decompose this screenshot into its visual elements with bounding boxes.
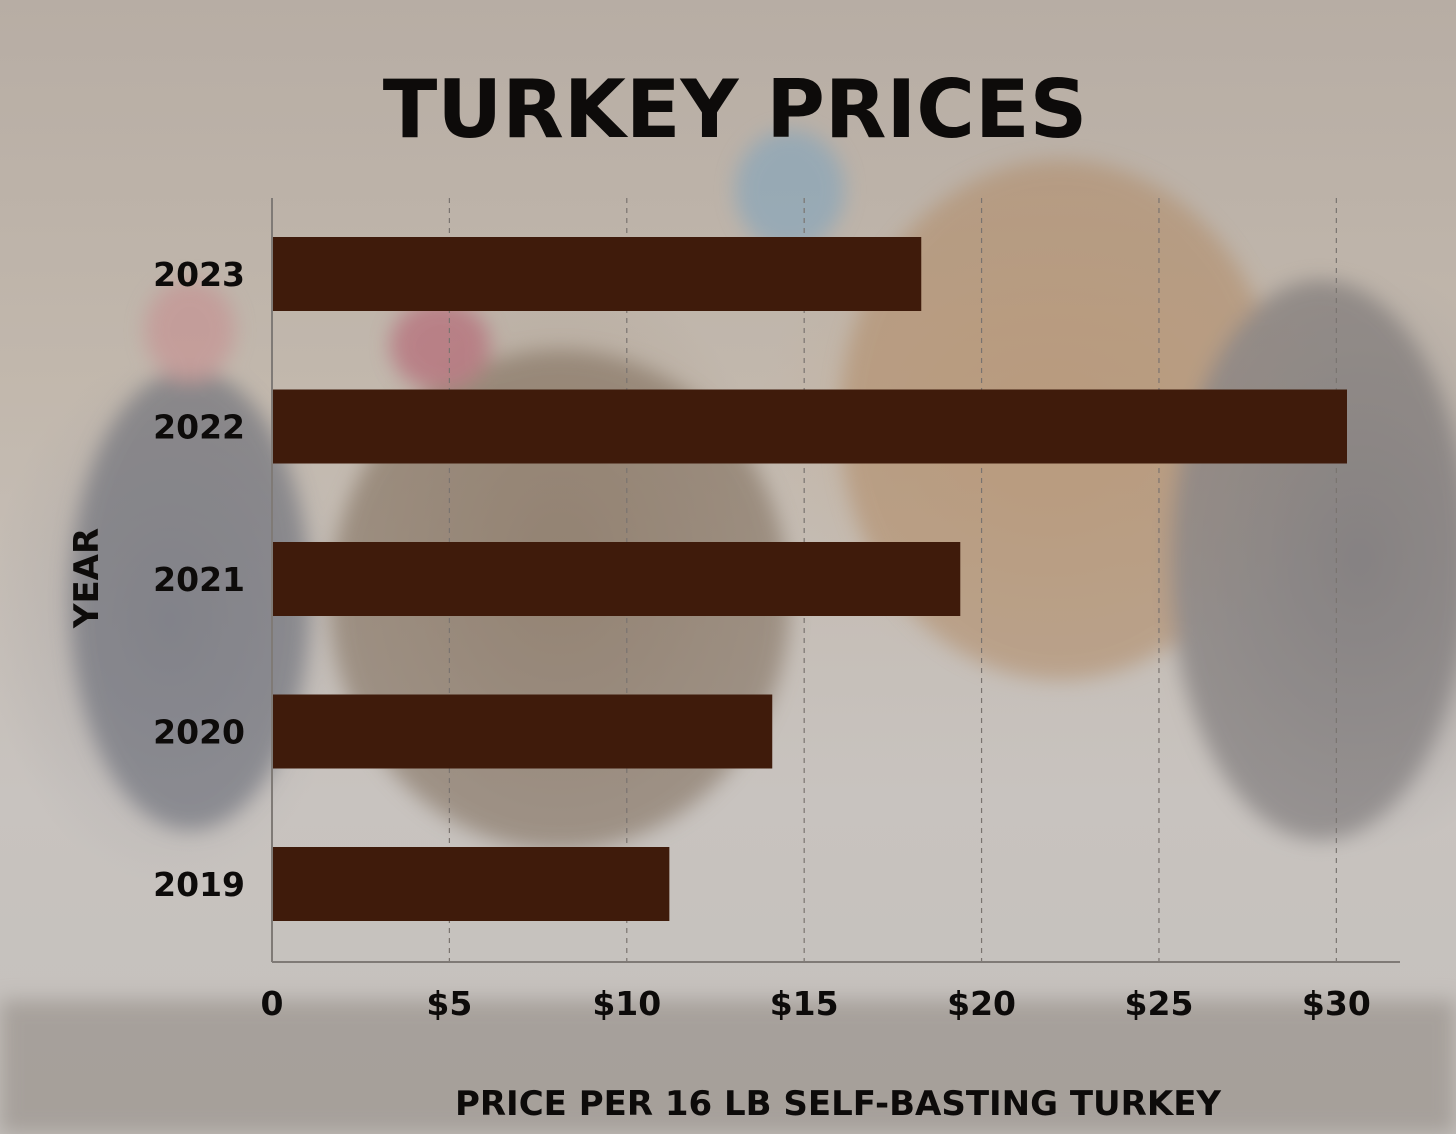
y-tick-2020: 2020 [153,713,245,752]
y-tick-2021: 2021 [153,560,245,599]
x-tick-25: $25 [1125,984,1194,1023]
x-tick-labels: 0 $5 $10 $15 $20 $25 $30 [261,984,1371,1023]
bar-2019 [272,847,670,921]
x-tick-30: $30 [1302,984,1371,1023]
y-tick-2022: 2022 [153,408,245,447]
bar-2022 [272,389,1347,464]
axes [271,198,1400,963]
x-tick-10: $10 [592,984,661,1023]
x-tick-5: $5 [426,984,472,1023]
y-tick-2023: 2023 [153,255,245,294]
y-tick-labels: 2023 2022 2021 2020 2019 [153,255,245,904]
bar-2021 [272,542,961,616]
bars [272,237,1347,921]
x-axis-label: PRICE PER 16 LB SELF-BASTING TURKEY [455,1084,1221,1124]
y-tick-2019: 2019 [153,865,245,904]
bar-2023 [272,237,922,311]
x-tick-15: $15 [770,984,839,1023]
chart-title: TURKEY PRICES [383,63,1088,156]
y-axis-label: YEAR [67,528,107,629]
x-tick-20: $20 [947,984,1016,1023]
bar-2020 [272,694,773,769]
x-tick-0: 0 [261,984,284,1023]
